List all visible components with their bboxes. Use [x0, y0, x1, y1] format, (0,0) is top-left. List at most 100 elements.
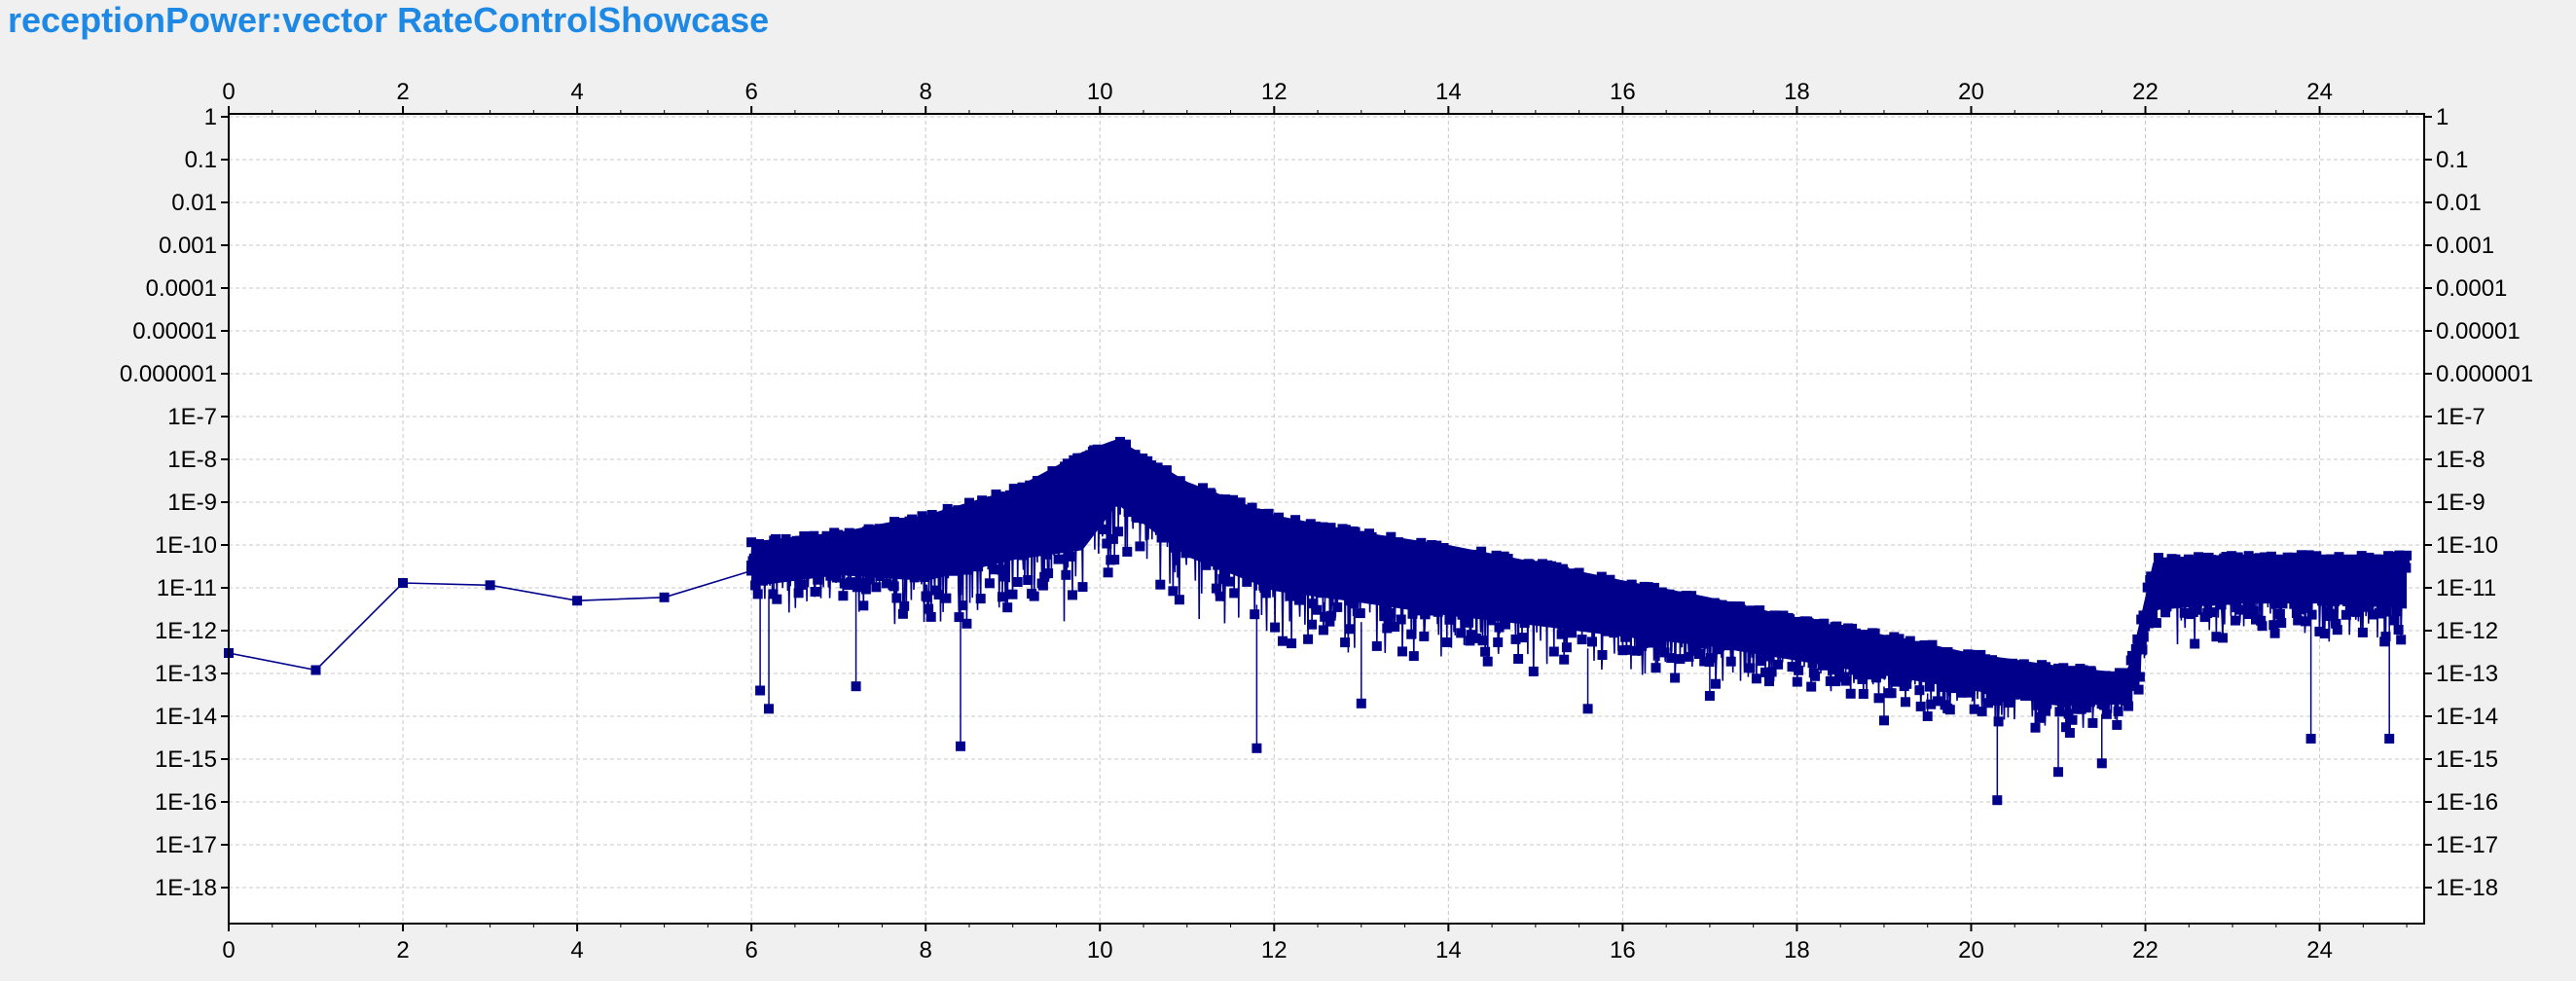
y-tick-label-left: 1E-9 [167, 490, 217, 516]
data-point [2033, 664, 2044, 674]
data-point [1257, 538, 1267, 549]
data-point [2183, 589, 2194, 600]
plot-area [229, 114, 2424, 924]
data-point [1263, 508, 1274, 519]
data-point [1404, 567, 1415, 578]
data-point [1078, 492, 1089, 503]
data-point [1987, 655, 1997, 666]
series [224, 436, 2413, 806]
data-point [885, 564, 895, 575]
data-point [1280, 538, 1290, 549]
data-point [2087, 717, 2098, 728]
data-point [1511, 577, 1522, 588]
data-point [2108, 672, 2119, 682]
data-point [1489, 601, 1500, 612]
data-point [1348, 549, 1358, 560]
data-point [899, 600, 910, 611]
data-point [1746, 630, 1757, 640]
data-point [2160, 607, 2171, 618]
data-point [1770, 646, 1781, 657]
data-point [1469, 553, 1479, 563]
data-point [1482, 656, 1493, 667]
data-point [1600, 588, 1611, 599]
data-point [2081, 703, 2091, 713]
data-point [1470, 633, 1481, 643]
y-tick-label-left: 1E-12 [155, 618, 217, 644]
data-point [954, 612, 964, 623]
x-tick-label-bottom: 14 [1435, 937, 1462, 963]
data-point [1773, 659, 1784, 670]
data-point [852, 530, 862, 541]
data-point [1738, 628, 1749, 638]
data-point [987, 496, 998, 506]
data-point [948, 565, 958, 576]
data-point [1886, 688, 1897, 699]
data-point [1371, 640, 1382, 651]
data-point [2402, 550, 2413, 561]
data-point [2343, 563, 2354, 574]
data-point [1696, 638, 1707, 649]
data-point [2160, 563, 2171, 573]
data-point [1664, 630, 1675, 640]
data-point [2319, 559, 2329, 569]
data-point [1288, 590, 1298, 600]
data-point [1175, 476, 1185, 487]
data-point [1905, 636, 1915, 646]
data-point [1592, 588, 1603, 599]
data-point [2164, 577, 2174, 588]
data-point [2304, 592, 2314, 602]
data-point [1804, 644, 1815, 655]
data-point [937, 524, 948, 534]
data-point [1177, 522, 1187, 532]
data-point [897, 608, 908, 619]
data-point [826, 535, 837, 546]
data-point [2130, 653, 2141, 664]
data-point [1122, 448, 1133, 458]
data-point [847, 542, 857, 553]
data-point [1521, 562, 1532, 572]
x-tick-label-top: 22 [2132, 79, 2159, 105]
data-point [1220, 494, 1231, 505]
data-point [1732, 601, 1742, 611]
data-point [1708, 625, 1719, 636]
data-point [967, 527, 978, 536]
data-point [1453, 592, 1464, 602]
data-point [1478, 577, 1489, 588]
data-point [2380, 632, 2391, 642]
data-point [752, 589, 763, 600]
data-point [2001, 691, 2012, 702]
y-tick-label-right: 0.0001 [2436, 275, 2507, 302]
data-point [1384, 576, 1395, 587]
data-point [1969, 704, 1979, 714]
data-point [759, 571, 770, 581]
data-point [1156, 532, 1167, 543]
data-point [1257, 509, 1268, 519]
data-point [2348, 587, 2359, 598]
data-point [934, 551, 945, 562]
data-point [1453, 550, 1464, 561]
data-point [1889, 632, 1900, 642]
data-point [880, 537, 890, 548]
data-point [972, 505, 983, 516]
data-point [1235, 497, 1246, 508]
data-point [2273, 581, 2284, 592]
data-point [1502, 592, 1512, 602]
data-point [1724, 603, 1735, 614]
data-point [1745, 663, 1756, 673]
data-point [1985, 690, 1996, 701]
data-point [810, 587, 820, 597]
data-point [1002, 492, 1012, 503]
y-tick-label-left: 1E-16 [155, 789, 217, 816]
data-point [1981, 684, 1992, 695]
data-point [1168, 586, 1179, 597]
data-point [1506, 560, 1516, 570]
data-point [572, 596, 583, 606]
data-point [1202, 501, 1213, 512]
data-point [890, 554, 901, 564]
data-point [2011, 662, 2021, 672]
data-point [1378, 540, 1389, 550]
data-point [1134, 467, 1144, 478]
data-point [944, 523, 954, 533]
data-point [2128, 678, 2139, 689]
data-point [1739, 605, 1750, 616]
